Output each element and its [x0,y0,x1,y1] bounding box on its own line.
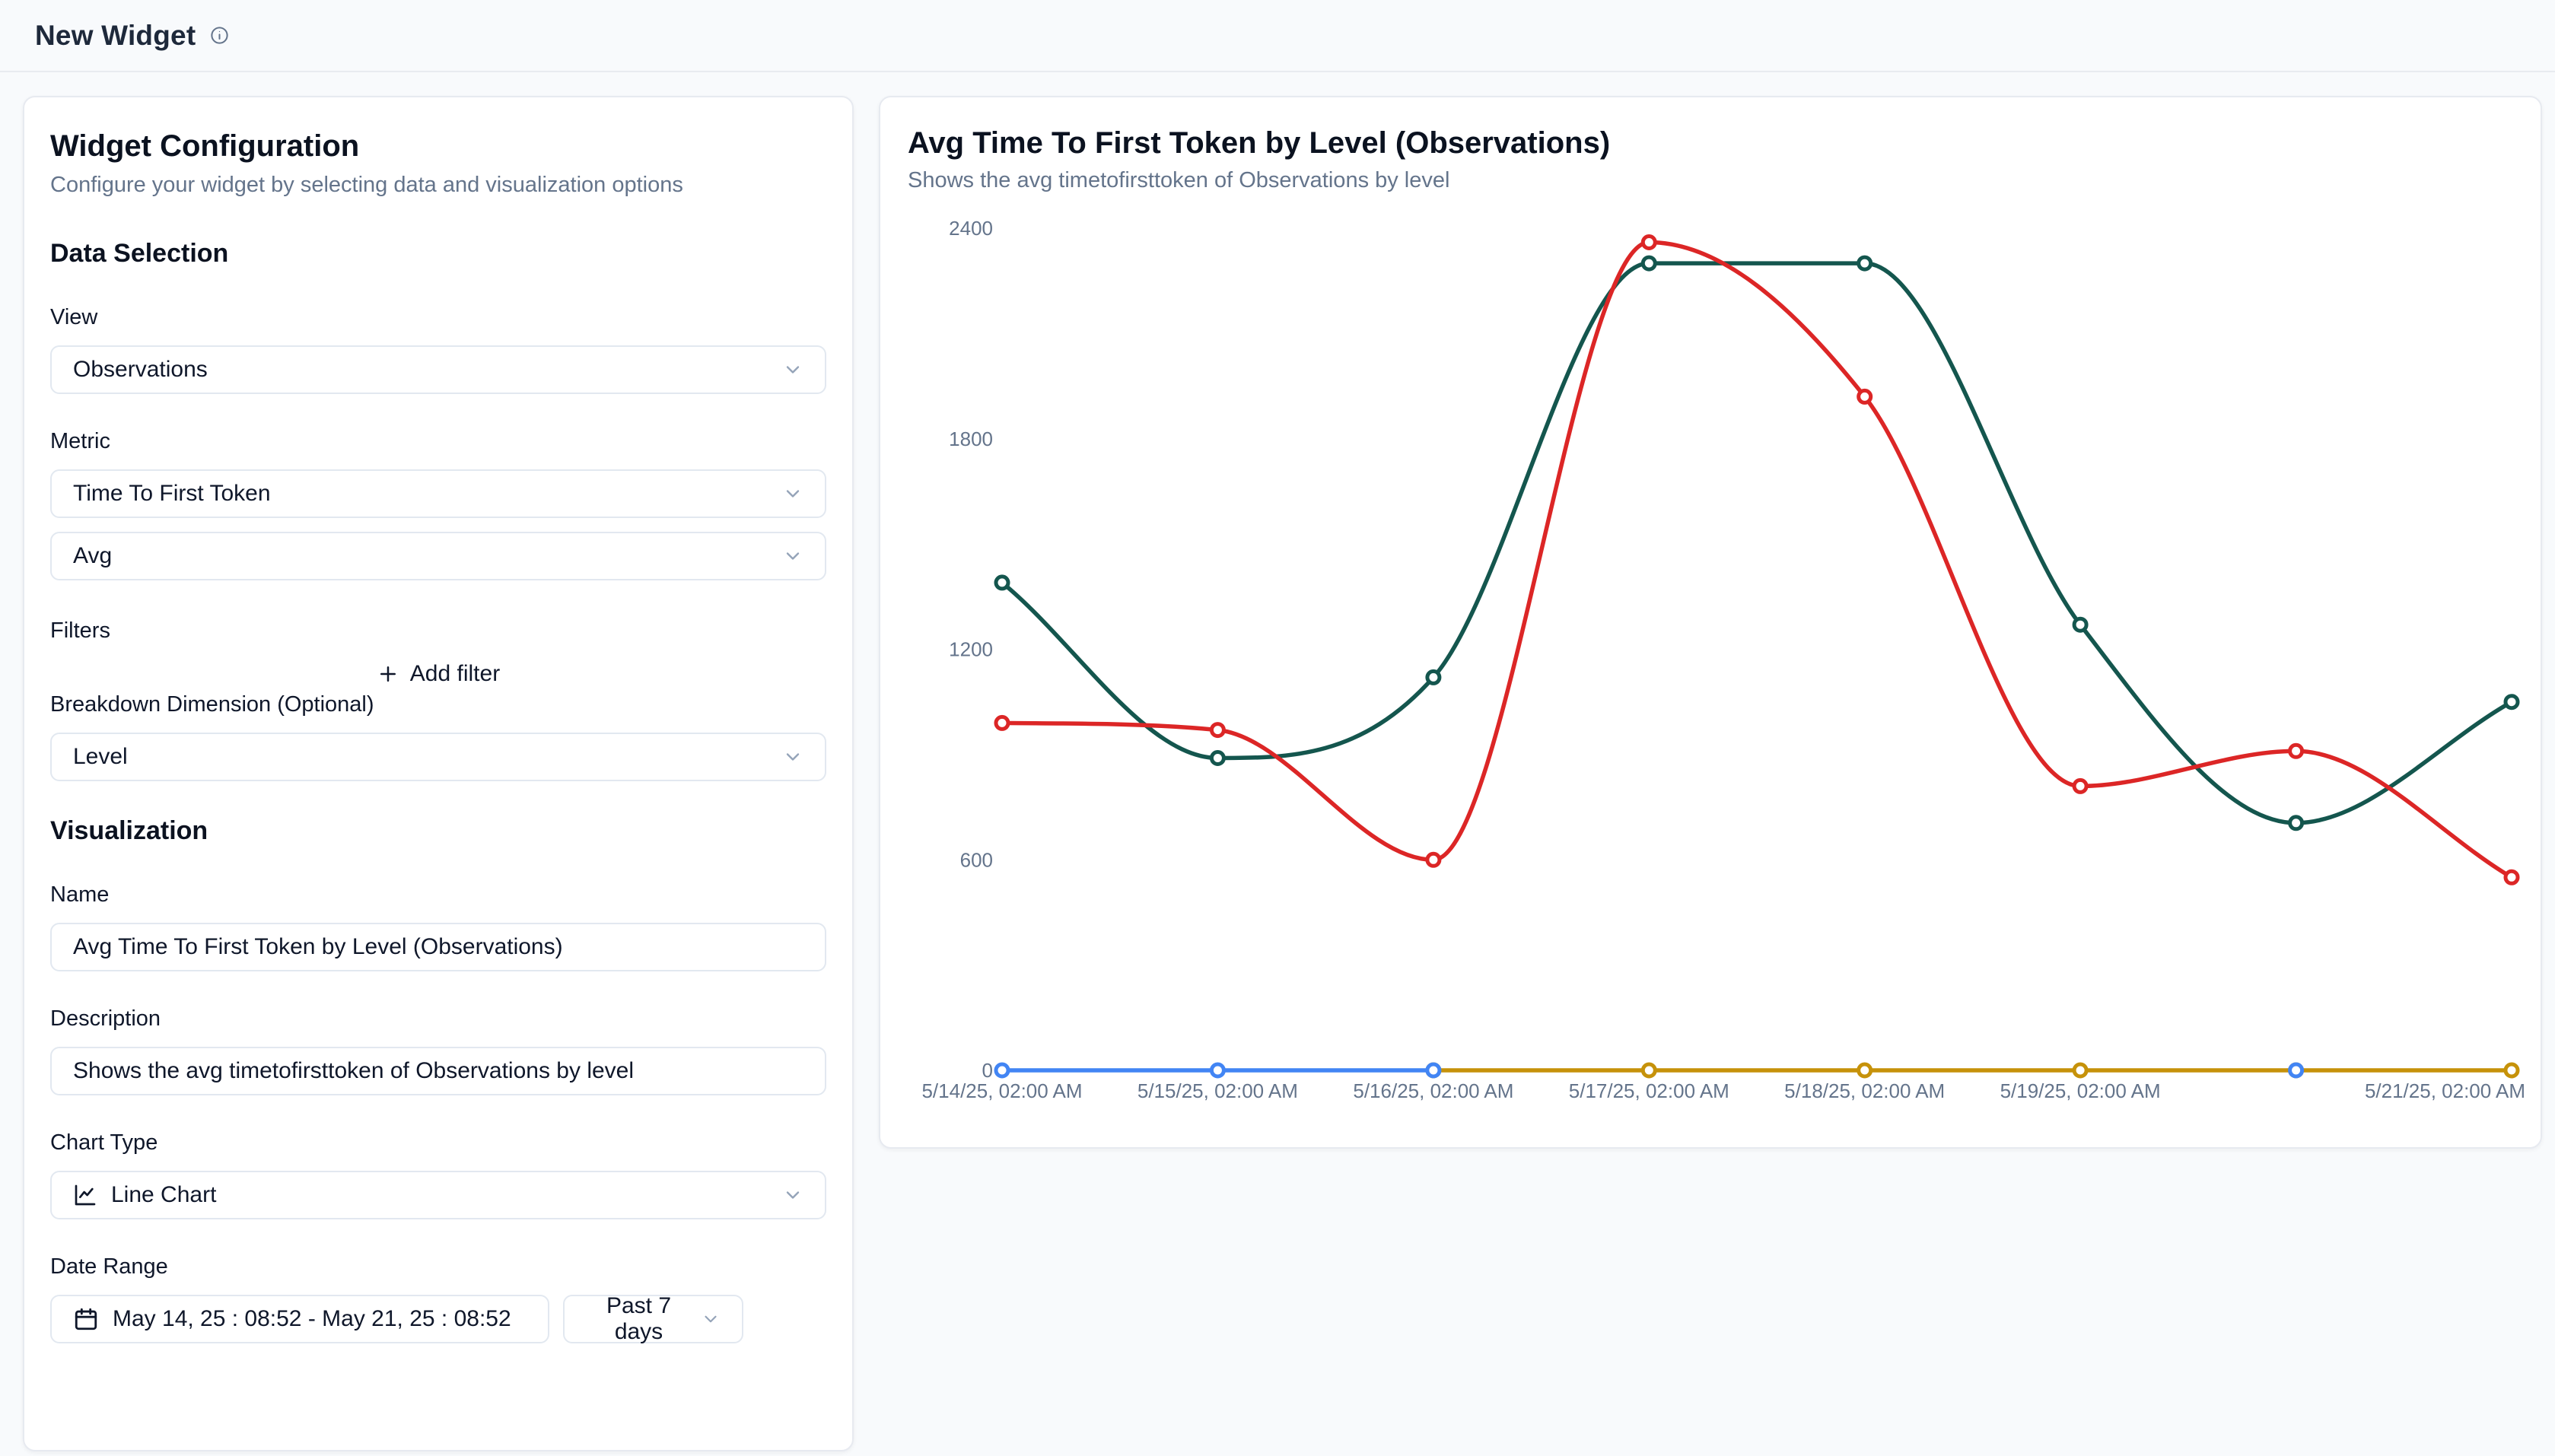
metric-select-value: Time To First Token [73,481,271,506]
date-preset-button[interactable]: Past 7 days [563,1293,743,1344]
chart-type-select-value: Line Chart [111,1182,217,1207]
description-input[interactable] [50,1047,826,1095]
svg-text:5/18/25, 02:00 AM: 5/18/25, 02:00 AM [1784,1079,1945,1102]
date-preset-value: Past 7 days [606,1293,672,1344]
chevron-down-icon [782,545,803,567]
view-label: View [50,305,98,329]
name-label: Name [50,882,110,907]
date-range-value: May 14, 25 : 08:52 - May 21, 25 : 08:52 [113,1306,511,1331]
chevron-down-icon [782,359,803,380]
chart-type-label: Chart Type [50,1130,158,1155]
chart-panel: Avg Time To First Token by Level (Observ… [879,96,2542,1149]
line-chart[interactable]: 0 600 1200 1800 2400 5/14/25, 02:00 AM 5/15/25… [880,97,2544,1150]
view-select[interactable]: Observations [50,345,826,394]
svg-text:5/21/25, 02:00 AM: 5/21/25, 02:00 AM [2365,1079,2525,1102]
date-range-button[interactable]: May 14, 25 : 08:52 - May 21, 25 : 08:52 [50,1295,549,1343]
svg-text:1800: 1800 [949,428,993,450]
line-chart-icon [73,1183,97,1207]
svg-text:5/17/25, 02:00 AM: 5/17/25, 02:00 AM [1569,1079,1729,1102]
name-input[interactable] [50,923,826,971]
breakdown-select[interactable]: Level [50,733,826,781]
description-label: Description [50,1006,161,1031]
breakdown-select-value: Level [73,744,128,769]
metric-select[interactable]: Time To First Token [50,469,826,518]
svg-text:600: 600 [960,848,993,871]
page-title: New Widget [35,19,196,51]
date-range-label: Date Range [50,1254,168,1279]
chart-title: Avg Time To First Token by Level (Observ… [908,126,1611,160]
aggregation-select-value: Avg [73,543,113,568]
svg-text:0: 0 [982,1059,993,1082]
visualization-heading: Visualization [50,816,208,845]
view-select-value: Observations [73,357,208,382]
chart-subtitle: Shows the avg timetofirsttoken of Observ… [908,168,1450,192]
plus-icon [377,663,399,685]
aggregation-select[interactable]: Avg [50,532,826,580]
calendar-icon [73,1306,99,1332]
info-icon[interactable] [209,25,230,46]
svg-text:1200: 1200 [949,638,993,661]
metric-label: Metric [50,429,110,453]
svg-text:5/19/25, 02:00 AM: 5/19/25, 02:00 AM [2000,1079,2161,1102]
svg-text:5/15/25, 02:00 AM: 5/15/25, 02:00 AM [1138,1079,1298,1102]
page-header: New Widget [0,0,2555,72]
svg-text:5/14/25, 02:00 AM: 5/14/25, 02:00 AM [921,1079,1082,1102]
data-selection-heading: Data Selection [50,239,229,268]
chevron-down-icon [701,1309,721,1329]
date-range-row: May 14, 25 : 08:52 - May 21, 25 : 08:52 … [50,1293,826,1344]
config-title: Widget Configuration [50,129,360,163]
add-filter-button[interactable]: Add filter [50,656,826,692]
chevron-down-icon [782,483,803,504]
breakdown-label: Breakdown Dimension (Optional) [50,692,374,717]
filters-label: Filters [50,618,110,643]
chevron-down-icon [782,746,803,768]
chart-type-select[interactable]: Line Chart [50,1171,826,1219]
widget-configuration-panel: Widget Configuration Configure your widg… [23,96,854,1451]
chevron-down-icon [782,1184,803,1206]
svg-text:5/16/25, 02:00 AM: 5/16/25, 02:00 AM [1353,1079,1513,1102]
add-filter-label: Add filter [409,661,501,686]
svg-text:2400: 2400 [949,217,993,240]
config-subtitle: Configure your widget by selecting data … [50,173,683,197]
